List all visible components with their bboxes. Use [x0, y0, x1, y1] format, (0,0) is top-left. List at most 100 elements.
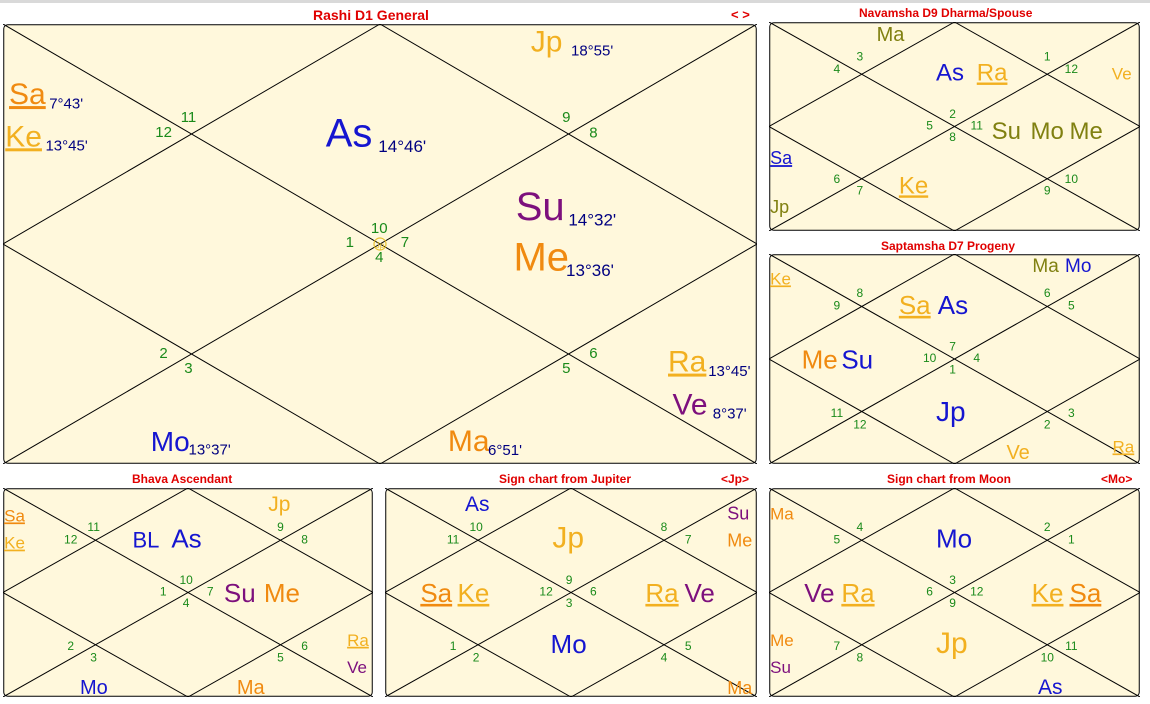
bhava-chart[interactable]: Bhava Ascendant 11 12 9 8 10 1 7 4 2 3 6 5 Sa Ke BL As J…: [3, 472, 373, 697]
planet-ve-label[interactable]: Ve: [1006, 442, 1029, 464]
house-number: 5: [926, 119, 933, 133]
planet-jp-label[interactable]: Jp 18°55': [531, 25, 614, 59]
diagonal-line: [3, 24, 757, 464]
planet-as-label[interactable]: As 14°46': [326, 111, 426, 156]
planet-sa-label[interactable]: Sa: [899, 290, 931, 320]
moon-chart-nav[interactable]: <Mo>: [1101, 472, 1133, 486]
navamsha-chart[interactable]: Navamsha D9 Dharma/Spouse 3 4 1 12 2 5 11 8 6 7 10…: [769, 5, 1140, 231]
planet-ve-label[interactable]: Ve: [684, 578, 714, 608]
planet-ve-label[interactable]: Ve: [1112, 64, 1132, 83]
bhava-chart-title: Bhava Ascendant: [132, 472, 233, 486]
planet-ke-label[interactable]: Ke 13°45': [5, 120, 88, 154]
center-marker-label: Jp: [376, 241, 385, 250]
planet-ra-label[interactable]: Ra: [347, 631, 369, 650]
diagonal-line: [769, 22, 1140, 231]
planet-su-label[interactable]: Su: [727, 503, 749, 523]
planet-ra-label[interactable]: Ra 13°45': [668, 346, 751, 380]
planet-ma-label[interactable]: Ma6°51': [448, 425, 522, 459]
rashi-chart-nav[interactable]: < >: [731, 7, 750, 22]
planet-ke-label[interactable]: Ke: [458, 578, 490, 608]
inner-diamond: [769, 22, 1140, 231]
planet-me-label[interactable]: Me: [770, 631, 794, 650]
planet-symbol: Su: [727, 503, 749, 523]
planet-me-label[interactable]: Me: [802, 344, 838, 374]
planet-sa-label[interactable]: Sa 7°43': [9, 78, 83, 112]
planet-sa-label[interactable]: Sa: [770, 148, 793, 168]
planet-ra-label[interactable]: Ra: [1113, 437, 1135, 456]
planet-me-label[interactable]: Me: [727, 531, 752, 551]
planet-ra-label[interactable]: Ra: [841, 578, 875, 608]
house-number: 10: [1041, 651, 1055, 665]
house-number: 10: [371, 220, 388, 237]
jupiter-chart-nav[interactable]: <Jp>: [721, 472, 750, 486]
planet-ra-label[interactable]: Ra: [977, 60, 1008, 87]
planet-sa-label[interactable]: Sa: [4, 506, 25, 525]
planet-su-label[interactable]: Su: [224, 578, 256, 608]
planet-jp-label[interactable]: Jp: [936, 396, 966, 427]
planet-symbol: Ma: [770, 504, 794, 523]
moon-chart[interactable]: Sign chart from Moon <Mo> 4 5 2 1 3 6 12 9 7 8 11 1…: [769, 472, 1140, 697]
planet-ma-label[interactable]: Ma: [770, 504, 794, 523]
house-number: 12: [539, 585, 553, 599]
house-number: 4: [183, 596, 190, 610]
planet-degree: 18°55': [571, 42, 613, 59]
house-number: 1: [949, 363, 956, 377]
diagonal-line: [769, 488, 1140, 697]
house-number: 1: [160, 585, 167, 599]
jupiter-chart[interactable]: Sign chart from Jupiter <Jp> 10 11 8 7 9 12 6 3…: [385, 472, 757, 697]
planet-mo-label[interactable]: Mo: [1065, 256, 1091, 277]
planet-jp-label[interactable]: Jp: [268, 493, 290, 516]
house-number: 3: [184, 360, 192, 377]
planet-ma-label[interactable]: Ma: [1032, 256, 1059, 277]
planet-mo-label[interactable]: Mo: [80, 677, 108, 697]
moon-chart-grid: 4 5 2 1 3 6 12 9 7 8 11 10 Ma Mo Ve Ra Ke Sa Me Su Jp As: [769, 488, 1140, 697]
planet-mo-label[interactable]: Mo: [551, 629, 587, 659]
house-number: 3: [949, 573, 956, 587]
saptamsha-chart[interactable]: Saptamsha D7 Progeny 8 9 6 5 7 10 4 1 11 12 3 2 Ke Ma…: [769, 238, 1140, 464]
house-number: 5: [1068, 299, 1075, 313]
planet-as-label[interactable]: As: [938, 290, 968, 320]
house-number: 4: [661, 651, 668, 665]
planet-mo-label[interactable]: Mo: [1031, 118, 1064, 145]
planet-symbol: Sa: [420, 578, 452, 608]
planet-su-label[interactable]: Su: [841, 344, 873, 374]
planet-as-label[interactable]: As: [1038, 676, 1063, 697]
planet-jp-label[interactable]: Jp: [936, 627, 968, 660]
house-number: 6: [589, 345, 597, 362]
planet-bl-label[interactable]: BL: [133, 528, 160, 553]
planet-su-label[interactable]: Su 14°32': [516, 185, 616, 230]
rashi-chart[interactable]: Rashi D1 General < > Jp 11 12 9 8 10 1 7 4 2 3 6 5 Sa…: [3, 5, 757, 465]
diagonal-line: [385, 488, 757, 697]
planet-ve-label[interactable]: Ve 8°37': [673, 388, 747, 422]
planet-degree: 14°46': [378, 137, 426, 156]
planet-ma-label[interactable]: Ma: [237, 677, 266, 697]
planet-ma-label[interactable]: Ma: [727, 678, 753, 697]
planet-su-label[interactable]: Su: [992, 118, 1021, 145]
planet-sa-label[interactable]: Sa: [420, 578, 452, 608]
planet-as-label[interactable]: As: [936, 60, 964, 87]
planet-ma-label[interactable]: Ma: [877, 24, 906, 46]
planet-ke-label[interactable]: Ke: [1032, 578, 1064, 608]
planet-me-label[interactable]: Me: [264, 578, 300, 608]
planet-sa-label[interactable]: Sa: [1070, 578, 1102, 608]
planet-mo-label[interactable]: Mo: [936, 524, 972, 554]
planet-su-label[interactable]: Su: [770, 658, 791, 677]
planet-symbol: Ke: [899, 172, 928, 199]
planet-jp-label[interactable]: Jp: [770, 197, 789, 217]
planet-me-label[interactable]: Me: [1070, 118, 1103, 145]
planet-ke-label[interactable]: Ke: [899, 172, 928, 199]
planet-ke-label[interactable]: Ke: [770, 269, 791, 288]
planet-ve-label[interactable]: Ve: [804, 578, 834, 608]
planet-symbol: Ma: [727, 678, 753, 697]
inner-diamond: [385, 488, 757, 697]
planet-jp-label[interactable]: Jp: [552, 522, 584, 555]
planet-ke-label[interactable]: Ke: [4, 534, 25, 553]
planet-ra-label[interactable]: Ra: [645, 578, 679, 608]
planet-as-label[interactable]: As: [465, 493, 490, 516]
planet-symbol: As: [465, 493, 490, 516]
planet-as-label[interactable]: As: [171, 524, 201, 554]
inner-diamond: [3, 24, 757, 464]
planet-ve-label[interactable]: Ve: [347, 658, 367, 677]
